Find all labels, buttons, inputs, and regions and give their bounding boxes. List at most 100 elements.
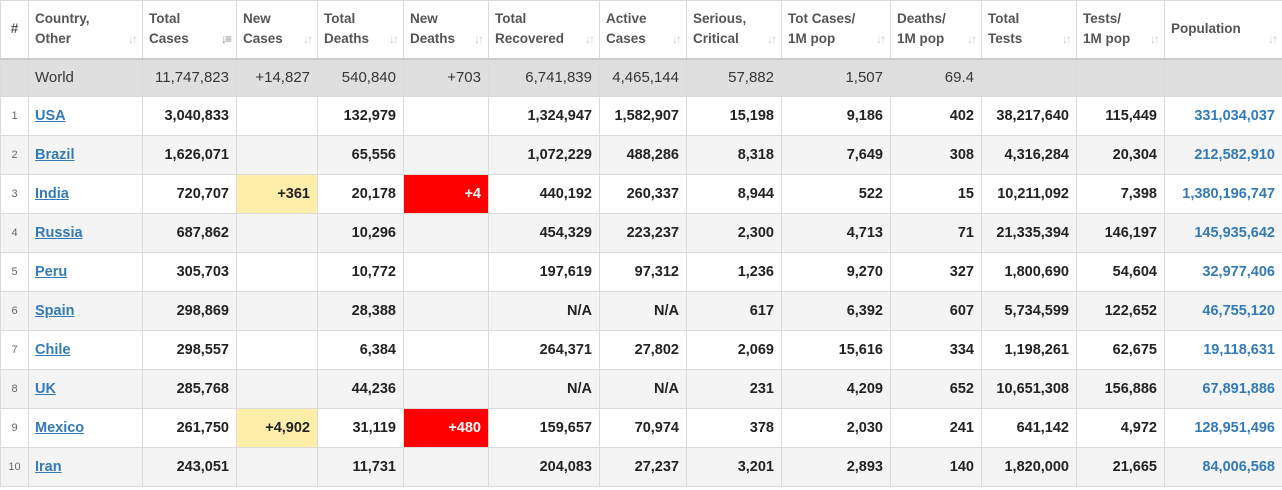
country-link[interactable]: Chile — [35, 342, 71, 358]
column-header-total-tests[interactable]: Total Tests ↓↑ — [981, 0, 1077, 60]
cell-deaths-per-1m: 15 — [890, 174, 982, 214]
cell-population: 32,977,406 — [1164, 252, 1282, 292]
sort-icon[interactable]: ↓↑ — [967, 31, 977, 46]
header-label-line1: Total — [988, 11, 1020, 27]
table-row: 6 Spain 298,869 28,388 N/A N/A 617 6,392 607 5,73… — [0, 291, 1282, 331]
table-row: 5 Peru 305,703 10,772 197,619 97,312 1,236 9,27… — [0, 252, 1282, 292]
table-row: 9 Mexico 261,750 +4,902 31,119 +480 159,657 70,… — [0, 408, 1282, 448]
column-header-population[interactable]: Population ↓↑ — [1164, 0, 1282, 60]
column-header-total-recovered[interactable]: Total Recovered ↓↑ — [488, 0, 600, 60]
cell-total-deaths: 11,731 — [317, 447, 404, 487]
sort-icon[interactable]: ↓↑ — [474, 31, 484, 46]
cell-total-deaths: 6,384 — [317, 330, 404, 370]
cell-new-cases — [236, 96, 318, 136]
cell-tests-per-1m: 122,652 — [1076, 291, 1165, 331]
cell-total-cases: 1,626,071 — [142, 135, 237, 175]
sort-icon[interactable]: ↓↑ — [767, 31, 777, 46]
country-link[interactable]: Spain — [35, 303, 75, 319]
sort-icon[interactable]: ↓↑ — [128, 31, 138, 46]
cell-tot-cases-per-1m: 7,649 — [781, 135, 891, 175]
header-label-line1: Tests/ — [1083, 11, 1122, 27]
cell-population: 212,582,910 — [1164, 135, 1282, 175]
header-label-line2: Deaths — [324, 31, 370, 47]
sort-desc-icon[interactable]: ↓≡ — [220, 31, 232, 46]
column-header-total-cases[interactable]: Total Cases ↓≡ — [142, 0, 237, 60]
table-row: 3 India 720,707 +361 20,178 +4 440,192 260,337 8… — [0, 174, 1282, 214]
cell-tot-cases-per-1m: 4,713 — [781, 213, 891, 253]
cell-deaths-per-1m: 71 — [890, 213, 982, 253]
cell-total-cases: 720,707 — [142, 174, 237, 214]
country-link[interactable]: Iran — [35, 459, 62, 475]
sort-icon[interactable]: ↓↑ — [1150, 31, 1160, 46]
cell-active-cases: 70,974 — [599, 408, 687, 448]
column-header-tot-cases-per-1m[interactable]: Tot Cases/1M pop ↓↑ — [781, 0, 891, 60]
cell-total-deaths: 65,556 — [317, 135, 404, 175]
cell-total-tests: 1,198,261 — [981, 330, 1077, 370]
column-header-total-deaths[interactable]: Total Deaths ↓↑ — [317, 0, 404, 60]
sort-icon[interactable]: ↓↑ — [303, 31, 313, 46]
cell-total-tests: 21,335,394 — [981, 213, 1077, 253]
column-header-active-cases[interactable]: Active Cases ↓↑ — [599, 0, 687, 60]
header-label-line2: 1M pop — [788, 31, 836, 47]
column-header-num[interactable]: # — [0, 0, 29, 60]
column-header-serious-critical[interactable]: Serious, Critical ↓↑ — [686, 0, 782, 60]
cell-country: Brazil — [28, 135, 143, 175]
column-header-new-deaths[interactable]: New Deaths ↓↑ — [403, 0, 489, 60]
sort-icon[interactable]: ↓↑ — [585, 31, 595, 46]
cell-tests-per-1m: 4,972 — [1076, 408, 1165, 448]
cell-deaths-per-1m: 69.4 — [890, 58, 982, 97]
cell-serious-critical: 231 — [686, 369, 782, 409]
cell-total-tests: 10,211,092 — [981, 174, 1077, 214]
cell-new-deaths — [403, 291, 489, 331]
country-link[interactable]: USA — [35, 108, 66, 124]
column-header-tests-per-1m[interactable]: Tests/1M pop ↓↑ — [1076, 0, 1165, 60]
header-label-line1: Population — [1171, 21, 1241, 37]
header-label-line2: Other — [35, 31, 72, 47]
cell-total-deaths: 540,840 — [317, 58, 404, 97]
cell-total-recovered: 1,072,229 — [488, 135, 600, 175]
cell-total-deaths: 31,119 — [317, 408, 404, 448]
sort-icon[interactable]: ↓↑ — [876, 31, 886, 46]
cell-active-cases: 27,802 — [599, 330, 687, 370]
cell-deaths-per-1m: 241 — [890, 408, 982, 448]
cell-country: UK — [28, 369, 143, 409]
cell-total-tests — [981, 58, 1077, 97]
cell-country: Russia — [28, 213, 143, 253]
column-header-deaths-per-1m[interactable]: Deaths/1M pop ↓↑ — [890, 0, 982, 60]
column-header-country[interactable]: Country, Other ↓↑ — [28, 0, 143, 60]
sort-icon[interactable]: ↓↑ — [1268, 31, 1278, 46]
column-header-label: Country, Other — [35, 9, 90, 49]
country-link[interactable]: Russia — [35, 225, 83, 241]
header-label-line1: Total — [324, 11, 356, 27]
cell-total-deaths: 28,388 — [317, 291, 404, 331]
cell-tests-per-1m: 20,304 — [1076, 135, 1165, 175]
cell-tests-per-1m: 21,665 — [1076, 447, 1165, 487]
cell-new-cases: +4,902 — [236, 408, 318, 448]
cell-total-cases: 687,862 — [142, 213, 237, 253]
header-label-line1: Country, — [35, 11, 90, 27]
cell-row-number — [0, 58, 29, 97]
cell-deaths-per-1m: 140 — [890, 447, 982, 487]
cell-active-cases: 488,286 — [599, 135, 687, 175]
cell-new-deaths — [403, 135, 489, 175]
country-link[interactable]: Mexico — [35, 420, 85, 436]
country-link[interactable]: Peru — [35, 264, 68, 280]
cell-new-cases — [236, 330, 318, 370]
table-header: # Country, Other ↓↑ Total Cases ↓≡ New Cases ↓↑ To… — [0, 0, 1282, 60]
cell-serious-critical: 2,300 — [686, 213, 782, 253]
cell-serious-critical: 57,882 — [686, 58, 782, 97]
country-link[interactable]: UK — [35, 381, 56, 397]
country-link[interactable]: Brazil — [35, 147, 75, 163]
column-header-label: Tests/1M pop — [1083, 9, 1130, 49]
cell-tests-per-1m: 146,197 — [1076, 213, 1165, 253]
column-header-new-cases[interactable]: New Cases ↓↑ — [236, 0, 318, 60]
cell-total-tests: 1,800,690 — [981, 252, 1077, 292]
table-row: 7 Chile 298,557 6,384 264,371 27,802 2,069 15,6… — [0, 330, 1282, 370]
sort-icon[interactable]: ↓↑ — [389, 31, 399, 46]
cell-total-cases: 11,747,823 — [142, 58, 237, 97]
sort-icon[interactable]: ↓↑ — [672, 31, 682, 46]
country-link[interactable]: India — [35, 186, 69, 202]
cell-new-deaths — [403, 96, 489, 136]
table-row: 1 USA 3,040,833 132,979 1,324,947 1,582,907 15… — [0, 96, 1282, 136]
sort-icon[interactable]: ↓↑ — [1062, 31, 1072, 46]
